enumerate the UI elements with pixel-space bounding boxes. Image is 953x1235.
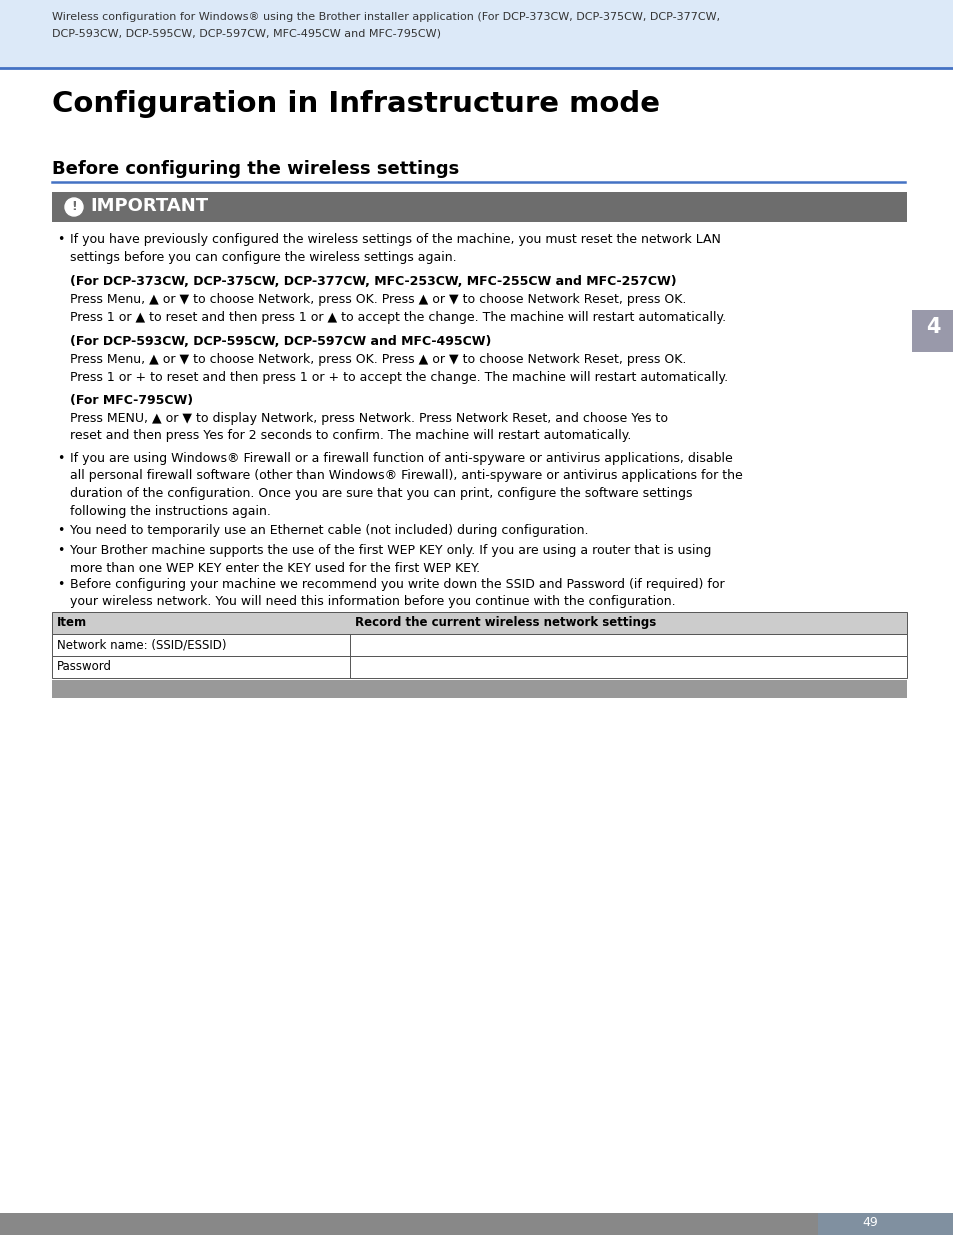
Bar (0, 0, 953, 68)
Text: Password: Password (57, 659, 112, 673)
Bar (817, 1213, 953, 1235)
Text: If you are using Windows® Firewall or a firewall function of anti-spyware or ant: If you are using Windows® Firewall or a … (70, 452, 742, 517)
Bar (52, 634, 906, 656)
Text: If you have previously configured the wireless settings of the machine, you must: If you have previously configured the wi… (70, 233, 720, 263)
Text: DCP-593CW, DCP-595CW, DCP-597CW, MFC-495CW and MFC-795CW): DCP-593CW, DCP-595CW, DCP-597CW, MFC-495… (52, 28, 440, 38)
Text: Wireless configuration for Windows® using the Brother installer application (For: Wireless configuration for Windows® usin… (52, 12, 720, 22)
Text: Press Menu, ▲ or ▼ to choose Network, press OK. Press ▲ or ▼ to choose Network R: Press Menu, ▲ or ▼ to choose Network, pr… (70, 293, 725, 324)
Text: You need to temporarily use an Ethernet cable (not included) during configuratio: You need to temporarily use an Ethernet … (70, 524, 588, 537)
Bar (0, 1213, 953, 1235)
Text: •: • (57, 578, 64, 592)
Text: Before configuring your machine we recommend you write down the SSID and Passwor: Before configuring your machine we recom… (70, 578, 724, 609)
Text: •: • (57, 543, 64, 557)
Text: !: ! (71, 200, 77, 214)
Text: •: • (57, 452, 64, 466)
Text: Network name: (SSID/ESSID): Network name: (SSID/ESSID) (57, 638, 226, 651)
Text: IMPORTANT: IMPORTANT (90, 198, 208, 215)
Text: (For DCP-373CW, DCP-375CW, DCP-377CW, MFC-253CW, MFC-255CW and MFC-257CW): (For DCP-373CW, DCP-375CW, DCP-377CW, MF… (70, 275, 676, 288)
Bar (52, 680, 906, 698)
Text: Your Brother machine supports the use of the first WEP KEY only. If you are usin: Your Brother machine supports the use of… (70, 543, 711, 574)
Text: •: • (57, 233, 64, 246)
Text: Press MENU, ▲ or ▼ to display Network, press Network. Press Network Reset, and c: Press MENU, ▲ or ▼ to display Network, p… (70, 412, 667, 442)
Circle shape (65, 198, 83, 216)
Text: Configuration in Infrastructure mode: Configuration in Infrastructure mode (52, 90, 659, 119)
Text: Press Menu, ▲ or ▼ to choose Network, press OK. Press ▲ or ▼ to choose Network R: Press Menu, ▲ or ▼ to choose Network, pr… (70, 353, 727, 384)
Text: 49: 49 (862, 1216, 877, 1229)
Text: Item: Item (57, 616, 87, 629)
Text: (For MFC-795CW): (For MFC-795CW) (70, 394, 193, 408)
Text: Record the current wireless network settings: Record the current wireless network sett… (355, 616, 656, 629)
Text: 4: 4 (924, 317, 940, 337)
Bar (52, 656, 906, 678)
Bar (52, 613, 906, 634)
Text: Before configuring the wireless settings: Before configuring the wireless settings (52, 161, 458, 178)
Bar (911, 310, 953, 352)
Bar (52, 191, 906, 222)
Text: •: • (57, 524, 64, 537)
Text: (For DCP-593CW, DCP-595CW, DCP-597CW and MFC-495CW): (For DCP-593CW, DCP-595CW, DCP-597CW and… (70, 335, 491, 348)
